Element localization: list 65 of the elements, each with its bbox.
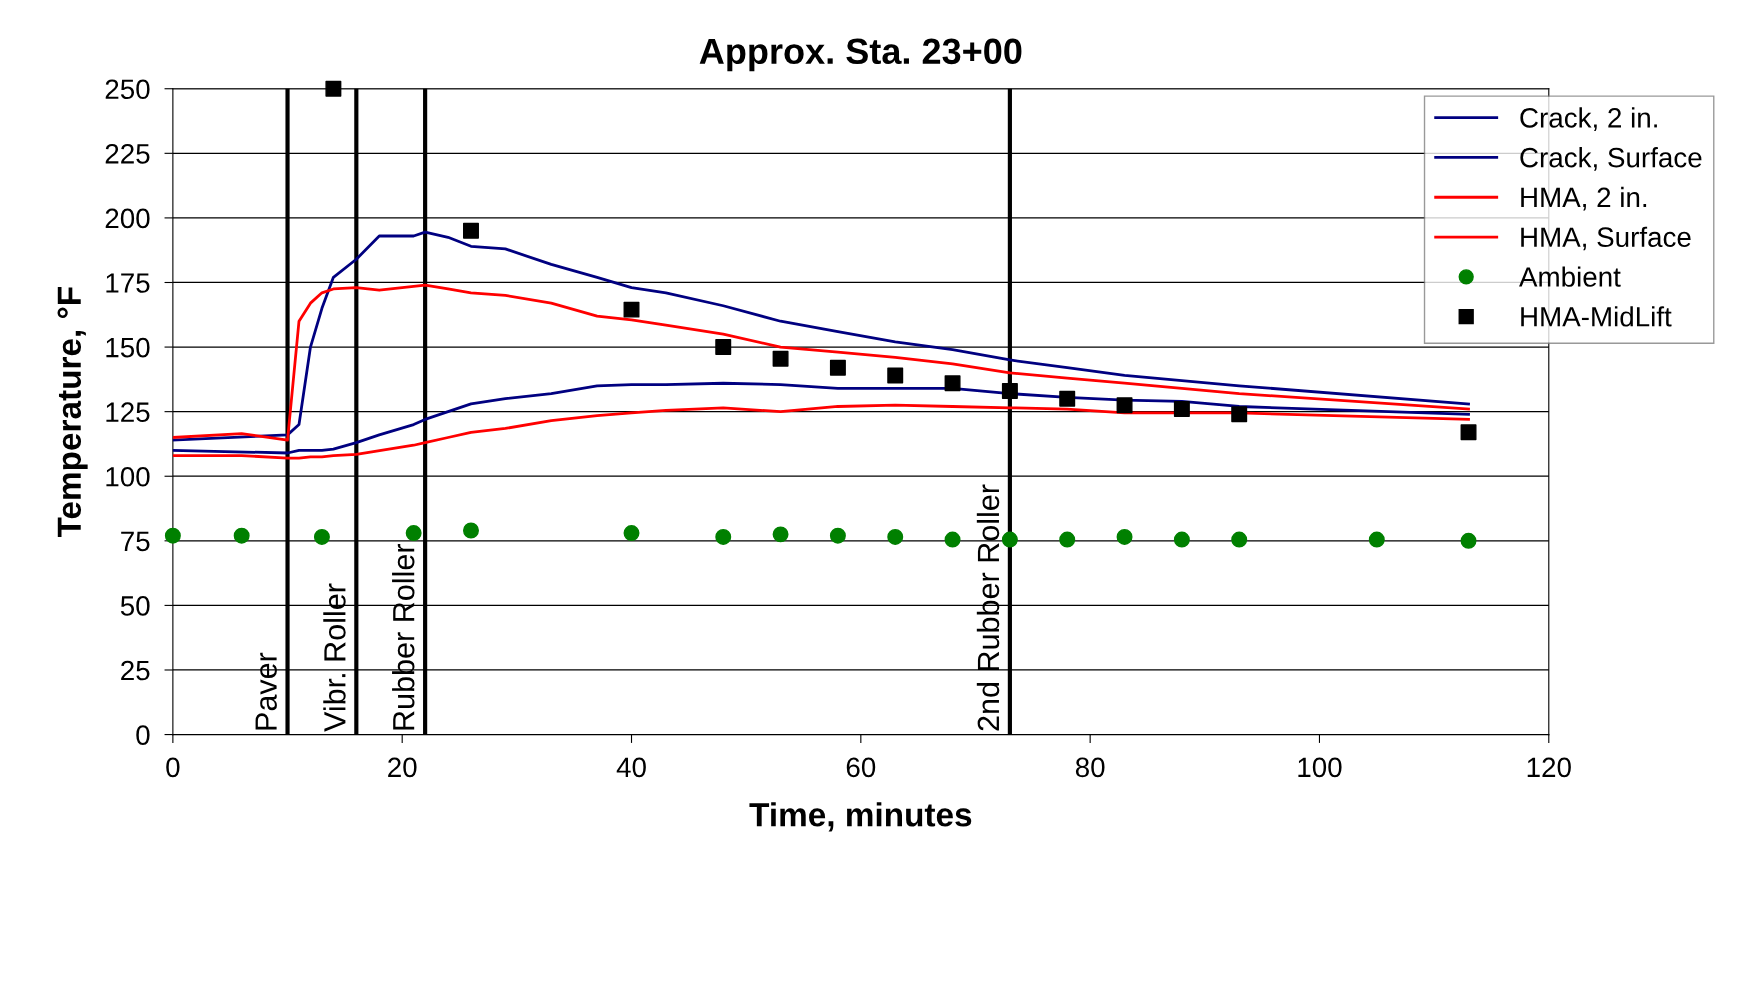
point (772, 350, 789, 367)
x-tick-label: 100 (1298, 757, 1342, 778)
legend-label: Ambient (1519, 266, 1621, 287)
point (233, 527, 250, 544)
ref-line-label: 2nd Rubber Roller (976, 484, 1000, 731)
point (313, 528, 330, 545)
point (887, 528, 904, 545)
x-tick-label: 60 (846, 757, 876, 778)
line-series (172, 230, 1470, 442)
x-axis-title: Time, minutes (749, 802, 972, 832)
point (772, 526, 789, 543)
point (1001, 383, 1018, 399)
legend-label: Crack, Surface (1520, 147, 1702, 171)
legend-label: Crack, 2 in. (1520, 107, 1657, 131)
point (944, 375, 961, 392)
point (1173, 401, 1190, 418)
point (463, 522, 479, 539)
legend-label: HMA, 2 in. (1521, 186, 1647, 211)
point (715, 339, 732, 356)
y-tick-label: 50 (120, 596, 150, 616)
y-tick-label: 225 (105, 143, 150, 164)
ref-line-label: Rubber Roller (392, 543, 415, 730)
ref-line-label: Vibr. Roller (323, 583, 346, 732)
point (944, 531, 961, 548)
y-tick-label: 150 (106, 337, 150, 358)
y-tick-label: 100 (106, 466, 150, 487)
point (1173, 531, 1190, 548)
y-axis-title: Temperature, °F (57, 287, 88, 538)
y-tick-label: 0 (136, 725, 150, 745)
ref-line-label: Paver (255, 652, 277, 730)
point (829, 527, 846, 544)
chart-title: Approx. Sta. 23+00 (699, 38, 1022, 72)
y-tick-label: 200 (105, 208, 150, 229)
point (1460, 532, 1477, 549)
point (623, 301, 640, 318)
point (1231, 406, 1248, 423)
x-tick-label: 20 (388, 757, 417, 778)
y-tick-label: 250 (105, 79, 150, 100)
point (715, 528, 732, 545)
point (887, 367, 904, 384)
point (1116, 528, 1133, 545)
point (164, 527, 181, 544)
point (1059, 531, 1076, 548)
y-tick-label: 25 (121, 660, 150, 681)
point (623, 525, 640, 542)
y-tick-label: 125 (106, 402, 150, 422)
point (1460, 424, 1477, 441)
point (1059, 390, 1076, 407)
point (1001, 531, 1018, 548)
point (405, 525, 422, 542)
point (325, 80, 342, 97)
line-series (172, 283, 1470, 442)
legend-label: HMA, Surface (1521, 226, 1691, 251)
x-tick-label: 120 (1527, 757, 1571, 778)
y-tick-label: 75 (121, 531, 150, 552)
x-tick-label: 40 (616, 757, 646, 778)
point (1368, 531, 1385, 548)
x-tick-label: 0 (166, 757, 180, 778)
point (1116, 397, 1133, 414)
x-tick-label: 80 (1075, 757, 1105, 778)
point (463, 222, 479, 239)
point (829, 359, 846, 376)
legend-label: HMA-MidLift (1521, 306, 1672, 327)
point (1231, 531, 1248, 548)
y-tick-label: 175 (106, 273, 150, 293)
